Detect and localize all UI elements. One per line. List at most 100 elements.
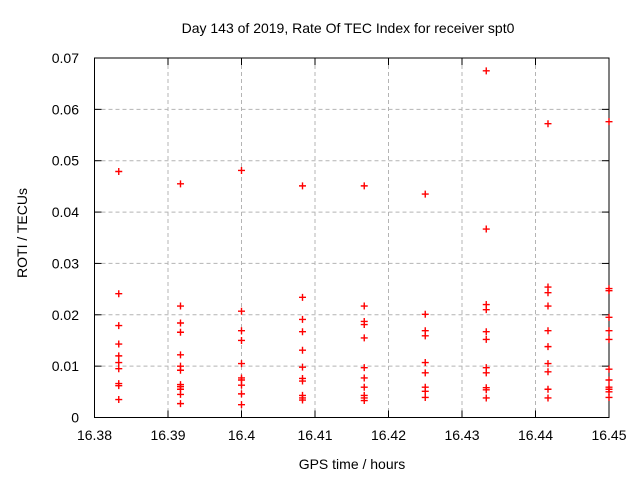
data-point-marker [421,332,429,340]
data-point-marker [238,381,245,389]
data-point-marker [421,190,429,198]
data-point-marker [238,360,245,368]
y-tick-labels: 0 0.01 0.02 0.03 0.04 0.05 0.06 0.07 [52,50,79,426]
x-axis-label: GPS time / hours [299,456,406,472]
x-tick-label: 16.41 [297,427,332,443]
x-tick-label: 16.4 [228,427,255,443]
data-point-marker [299,293,307,301]
x-tick-label: 16.45 [591,427,626,443]
data-point-marker [115,359,123,367]
data-point-marker [238,401,245,409]
data-point-marker [482,67,490,75]
data-point-marker [238,390,245,398]
x-tick-label: 16.44 [518,427,553,443]
y-tick-label: 0.05 [52,153,79,169]
data-point-marker [360,334,368,342]
data-point-marker [482,328,490,336]
chart-title: Day 143 of 2019, Rate Of TEC Index for r… [182,20,515,36]
data-point-marker [421,359,429,367]
data-point-marker [605,335,613,343]
data-point-marker [176,180,184,188]
data-point-marker [482,335,490,343]
data-point-marker [299,346,307,354]
data-point-marker [482,369,490,377]
data-point-marker [238,166,245,174]
data-point-marker [299,315,307,323]
data-point-marker [360,321,368,329]
y-tick-label: 0 [71,410,79,426]
data-point-marker [115,352,123,360]
data-point-marker [482,306,490,314]
y-tick-label: 0.02 [52,307,79,323]
data-point-marker [299,377,307,385]
data-point-marker [360,383,368,391]
y-tick-label: 0.01 [52,358,79,374]
data-point-marker [115,340,123,348]
data-point-marker [299,182,307,190]
data-point-marker [605,376,613,384]
data-point-marker [544,360,552,368]
data-point-marker [605,313,613,321]
data-point-marker [482,386,490,394]
data-point-marker [544,120,552,128]
data-point-marker [605,327,613,335]
data-point-marker [544,368,552,376]
data-point-marker [176,366,184,374]
data-point-marker [238,336,245,344]
plot-border [94,57,610,418]
gridlines [94,58,609,418]
x-tick-label: 16.39 [150,427,185,443]
y-axis-label: ROTI / TECUs [14,188,30,278]
data-point-marker [176,319,184,327]
data-point-marker [482,394,490,402]
data-point-marker [360,374,368,382]
data-point-marker [238,307,245,315]
y-tick-label: 0.07 [52,50,79,66]
data-point-marker [605,287,613,295]
x-tick-label: 16.42 [371,427,406,443]
data-point-marker [544,327,552,335]
data-point-marker [544,394,552,402]
data-point-marker [176,351,184,359]
data-point-marker [544,289,552,297]
data-point-marker [421,369,429,377]
data-point-marker [421,310,429,318]
data-point-marker [115,365,123,373]
data-point-marker [299,363,307,371]
data-point-marker [176,390,184,398]
data-point-marker [421,387,429,395]
x-tick-labels: 16.38 16.39 16.4 16.41 16.42 16.43 16.44 16.45 [77,427,627,443]
data-point-marker [360,182,368,190]
data-point-marker [115,290,123,298]
data-point-marker [115,382,123,390]
tick-marks [94,57,610,418]
y-tick-label: 0.03 [52,255,79,271]
x-tick-label: 16.38 [77,427,112,443]
data-point-marker [544,343,552,351]
data-point-marker [605,393,613,401]
data-point-marker [299,328,307,336]
data-point-marker [482,225,490,233]
data-point-marker [115,322,123,330]
data-point-marker [421,393,429,401]
data-point-marker [176,302,184,310]
data-point-marker [360,302,368,310]
data-point-marker [544,302,552,310]
data-point-marker [238,327,245,335]
data-point-marker [360,364,368,372]
y-tick-label: 0.04 [52,204,79,220]
data-point-marker [605,118,613,126]
x-tick-label: 16.43 [444,427,479,443]
data-point-marker [176,328,184,336]
data-point-marker [360,397,368,405]
data-point-marker [605,365,613,373]
data-point-marker [176,400,184,408]
y-tick-label: 0.06 [52,101,79,117]
data-point-marker [299,396,307,404]
data-point-marker [115,167,123,175]
data-point-marker [115,396,123,404]
data-points [115,67,613,409]
data-point-marker [544,385,552,393]
